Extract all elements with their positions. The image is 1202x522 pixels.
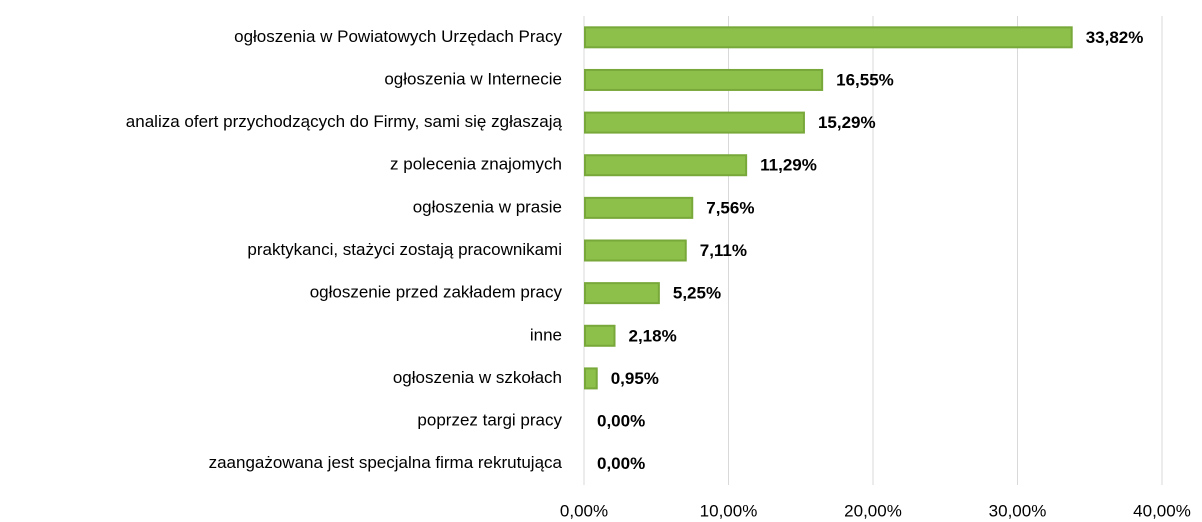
data-label: 15,29% [818,113,876,132]
x-tick-label: 10,00% [700,501,758,520]
y-tick-label: ogłoszenia w Internecie [384,69,562,88]
bar [584,196,694,219]
y-tick-label: z polecenia znajomych [390,155,562,174]
bar [584,26,1073,49]
y-tick-label: ogłoszenia w prasie [413,197,562,216]
y-tick-label: ogłoszenie przed zakładem pracy [310,283,563,302]
data-label: 0,00% [597,412,645,431]
data-label: 16,55% [836,70,894,89]
x-tick-label: 30,00% [989,501,1047,520]
x-tick-label: 0,00% [560,501,608,520]
bar [584,111,805,134]
bar [584,239,687,262]
bar [584,68,824,91]
y-tick-label: ogłoszenia w szkołach [393,368,562,387]
data-label: 5,25% [673,284,721,303]
bar [584,324,616,347]
y-tick-label: poprzez targi pracy [417,411,562,430]
data-label: 0,95% [611,369,659,388]
data-label: 2,18% [629,326,677,345]
y-tick-label: inne [530,325,562,344]
y-tick-label: analiza ofert przychodzących do Firmy, s… [126,112,563,131]
y-tick-label: praktykanci, stażyci zostają pracownikam… [247,240,562,259]
data-label: 0,00% [597,454,645,473]
bar [584,282,660,305]
bar [584,367,598,390]
data-label: 33,82% [1086,28,1144,47]
y-tick-label: ogłoszenia w Powiatowych Urzędach Pracy [234,27,562,46]
data-label: 11,29% [760,156,817,175]
data-label: 7,11% [700,241,747,260]
data-label: 7,56% [706,198,754,217]
bar [584,154,748,177]
x-tick-label: 20,00% [844,501,902,520]
y-tick-label: zaangażowana jest specjalna firma rekrut… [209,453,563,472]
x-tick-label: 40,00% [1133,501,1191,520]
